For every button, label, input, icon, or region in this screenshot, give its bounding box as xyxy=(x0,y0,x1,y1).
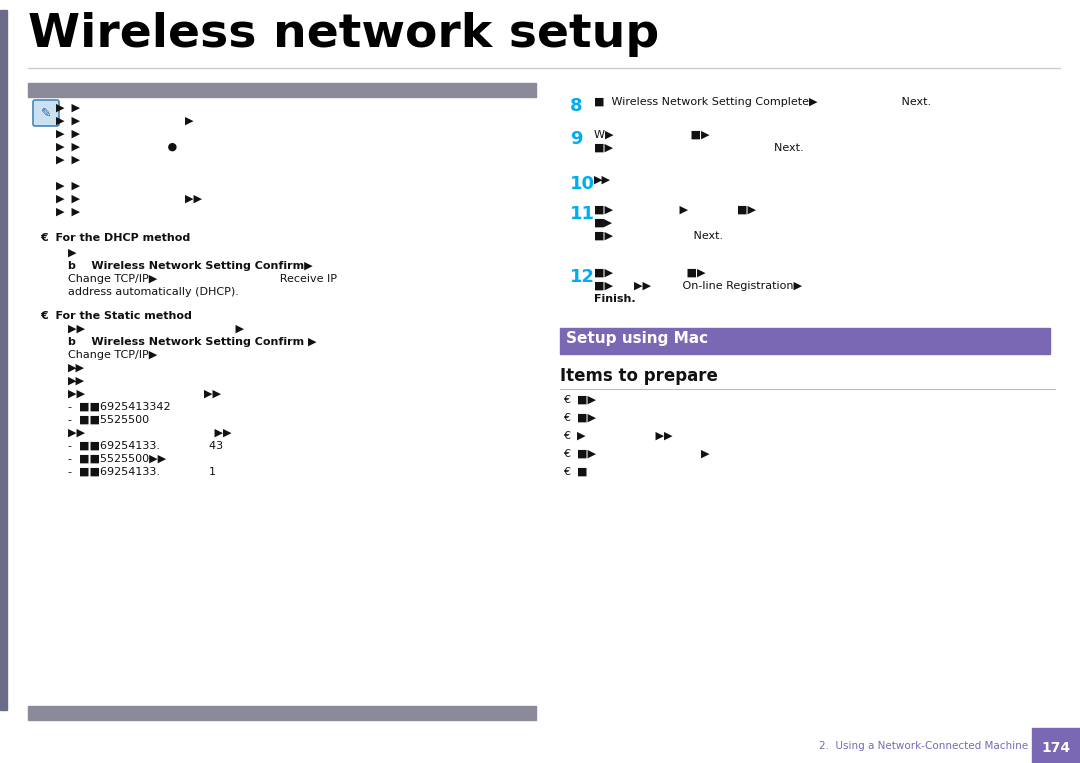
Text: €  For the DHCP method: € For the DHCP method xyxy=(40,233,190,243)
Text: Change TCP/IP▶: Change TCP/IP▶ xyxy=(68,350,158,360)
Text: ▶▶                                  ▶▶: ▶▶ ▶▶ xyxy=(68,389,221,399)
Text: ▶▶                                           ▶: ▶▶ ▶ xyxy=(68,324,244,334)
Text: ▶▶: ▶▶ xyxy=(68,363,85,373)
Text: Items to prepare: Items to prepare xyxy=(561,367,718,385)
Bar xyxy=(0,10,6,710)
Text: 9: 9 xyxy=(570,130,582,148)
Text: 11: 11 xyxy=(570,205,595,223)
Text: Change TCP/IP▶                                   Receive IP: Change TCP/IP▶ Receive IP xyxy=(68,274,337,284)
Bar xyxy=(561,328,1050,354)
Text: ▶  ▶                         ●: ▶ ▶ ● xyxy=(56,142,177,152)
Text: -  ■■5525500: - ■■5525500 xyxy=(68,415,149,425)
Text: 8: 8 xyxy=(570,97,582,115)
Bar xyxy=(28,83,536,97)
Text: -  ■■6925413342: - ■■6925413342 xyxy=(68,402,171,412)
Text: 12: 12 xyxy=(570,268,595,286)
Text: -  ■■5525500▶▶: - ■■5525500▶▶ xyxy=(68,454,166,464)
Text: 10: 10 xyxy=(570,175,595,193)
Text: Wireless network setup: Wireless network setup xyxy=(28,12,659,57)
Text: b    Wireless Network Setting Confirm ▶: b Wireless Network Setting Confirm ▶ xyxy=(68,337,316,347)
Text: €  ■▶                              ▶: € ■▶ ▶ xyxy=(563,449,710,459)
Text: -  ■■69254133.              43: - ■■69254133. 43 xyxy=(68,441,224,451)
Text: ■▶                                              Next.: ■▶ Next. xyxy=(594,143,804,153)
Text: ■▶: ■▶ xyxy=(594,218,613,228)
Text: b    Wireless Network Setting Confirm▶: b Wireless Network Setting Confirm▶ xyxy=(68,261,312,271)
Text: address automatically (DHCP).: address automatically (DHCP). xyxy=(68,287,239,297)
Text: ■  Wireless Network Setting Complete▶                        Next.: ■ Wireless Network Setting Complete▶ Nex… xyxy=(594,97,931,107)
Text: ■▶                     ■▶: ■▶ ■▶ xyxy=(594,268,705,278)
Text: ▶  ▶: ▶ ▶ xyxy=(56,207,80,217)
Text: 2.  Using a Network-Connected Machine: 2. Using a Network-Connected Machine xyxy=(819,741,1028,751)
Text: -  ■■69254133.              1: - ■■69254133. 1 xyxy=(68,467,216,477)
Text: €  For the Static method: € For the Static method xyxy=(40,311,192,321)
Text: ■▶                   ▶              ■▶: ■▶ ▶ ■▶ xyxy=(594,205,756,215)
Bar xyxy=(1032,728,1080,763)
Text: ▶▶                                     ▶▶: ▶▶ ▶▶ xyxy=(68,428,231,438)
FancyBboxPatch shape xyxy=(33,100,59,126)
Text: ■▶                       Next.: ■▶ Next. xyxy=(594,231,724,241)
Text: Finish.: Finish. xyxy=(594,294,636,304)
Text: 174: 174 xyxy=(1041,741,1070,755)
Text: ▶▶: ▶▶ xyxy=(68,376,85,386)
Text: ▶  ▶: ▶ ▶ xyxy=(56,181,80,191)
Text: ▶: ▶ xyxy=(68,248,77,258)
Text: ✎: ✎ xyxy=(41,107,51,120)
Text: ▶  ▶: ▶ ▶ xyxy=(56,103,80,113)
Text: €  ■: € ■ xyxy=(563,467,588,477)
Bar xyxy=(28,706,536,720)
Text: Setup using Mac: Setup using Mac xyxy=(566,331,708,346)
Text: ■▶      ▶▶         On-line Registration▶: ■▶ ▶▶ On-line Registration▶ xyxy=(594,281,802,291)
Text: ▶  ▶                              ▶▶: ▶ ▶ ▶▶ xyxy=(56,194,202,204)
Text: ▶▶: ▶▶ xyxy=(594,175,611,185)
Text: ▶  ▶                              ▶: ▶ ▶ ▶ xyxy=(56,116,193,126)
Text: €  ■▶: € ■▶ xyxy=(563,413,596,423)
Text: ▶  ▶: ▶ ▶ xyxy=(56,129,80,139)
Text: €  ■▶: € ■▶ xyxy=(563,395,596,405)
Text: ▶  ▶: ▶ ▶ xyxy=(56,155,80,165)
Text: €  ▶                    ▶▶: € ▶ ▶▶ xyxy=(563,431,673,441)
Text: W▶                      ■▶: W▶ ■▶ xyxy=(594,130,710,140)
